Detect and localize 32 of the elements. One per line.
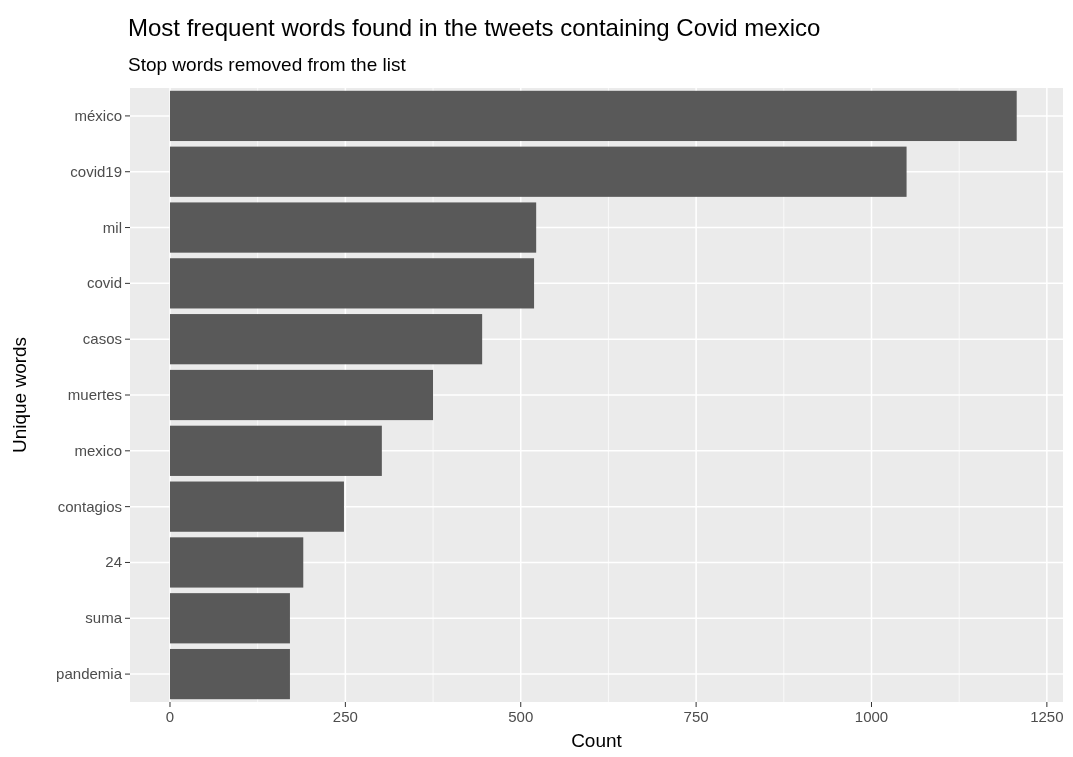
y-tick-label: 24 bbox=[105, 553, 122, 571]
x-tick-label: 750 bbox=[683, 708, 709, 725]
y-tick-label: pandemia bbox=[56, 665, 123, 683]
bar bbox=[169, 425, 382, 476]
y-tick-label: suma bbox=[85, 609, 123, 627]
x-tick-label: 250 bbox=[332, 708, 358, 725]
bar bbox=[169, 90, 1017, 142]
x-tick-label: 500 bbox=[508, 708, 534, 725]
y-tick-label: contagios bbox=[57, 497, 122, 515]
y-axis-title: Unique words bbox=[9, 336, 30, 454]
y-tick-label: covid19 bbox=[70, 162, 122, 180]
bar bbox=[169, 648, 290, 700]
bar bbox=[169, 537, 304, 588]
bar bbox=[169, 202, 537, 253]
x-axis-title: Count bbox=[571, 730, 623, 751]
x-tick-label: 0 bbox=[165, 708, 175, 725]
bar bbox=[169, 258, 535, 309]
y-tick-label: méxico bbox=[74, 106, 122, 124]
x-tick-label: 1250 bbox=[1030, 708, 1064, 725]
x-tick-label: 1000 bbox=[854, 708, 889, 725]
chart-subtitle: Stop words removed from the list bbox=[128, 54, 407, 75]
chart-title: Most frequent words found in the tweets containing Covid mexico bbox=[128, 14, 821, 41]
y-tick-label: mexico bbox=[74, 441, 122, 459]
y-tick-label: muertes bbox=[67, 386, 122, 403]
bar bbox=[169, 146, 907, 197]
bar bbox=[169, 314, 483, 365]
y-tick-label: mil bbox=[102, 218, 122, 236]
bar bbox=[169, 369, 434, 421]
bar bbox=[169, 593, 290, 644]
bar bbox=[169, 481, 344, 532]
y-tick-label: covid bbox=[86, 274, 122, 292]
y-tick-label: casos bbox=[82, 330, 122, 348]
